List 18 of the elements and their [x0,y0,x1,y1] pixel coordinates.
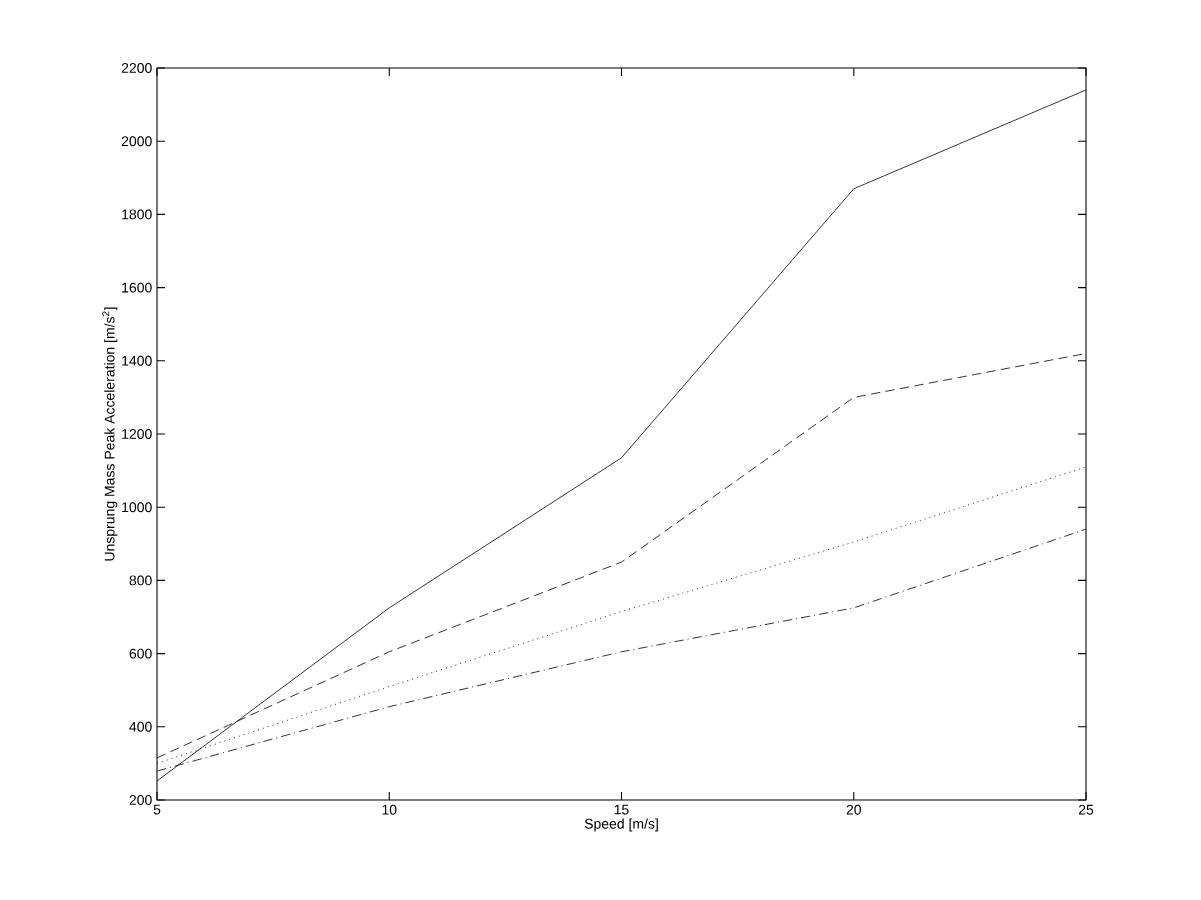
y-tick-label: 1200 [122,429,152,439]
y-tick-label: 600 [129,648,152,659]
y-tick-label: 2200 [121,63,152,73]
y-axis-title: Unsprung Mass Peak Acceleration [m/s$^{2}$] [102,307,118,561]
y-tick-label: 1800 [122,209,152,220]
y-tick-label: 400 [129,721,152,732]
x-tick-label: 15 [614,804,629,815]
y-tick-label: 1400 [122,355,152,366]
y-tick-label: 800 [129,575,152,586]
y-tick-label: 1000 [122,502,152,513]
x-tick-label: 10 [382,804,397,815]
x-tick-label: 5 [153,804,161,815]
x-tick-label: 25 [1078,804,1094,815]
x-tick-label: 20 [846,804,861,815]
x-axis-title: Speed [m/s] [584,818,658,832]
y-tick-label: 200 [129,795,152,805]
y-tick-label: 1600 [122,282,152,293]
y-tick-label: 2000 [121,136,152,147]
